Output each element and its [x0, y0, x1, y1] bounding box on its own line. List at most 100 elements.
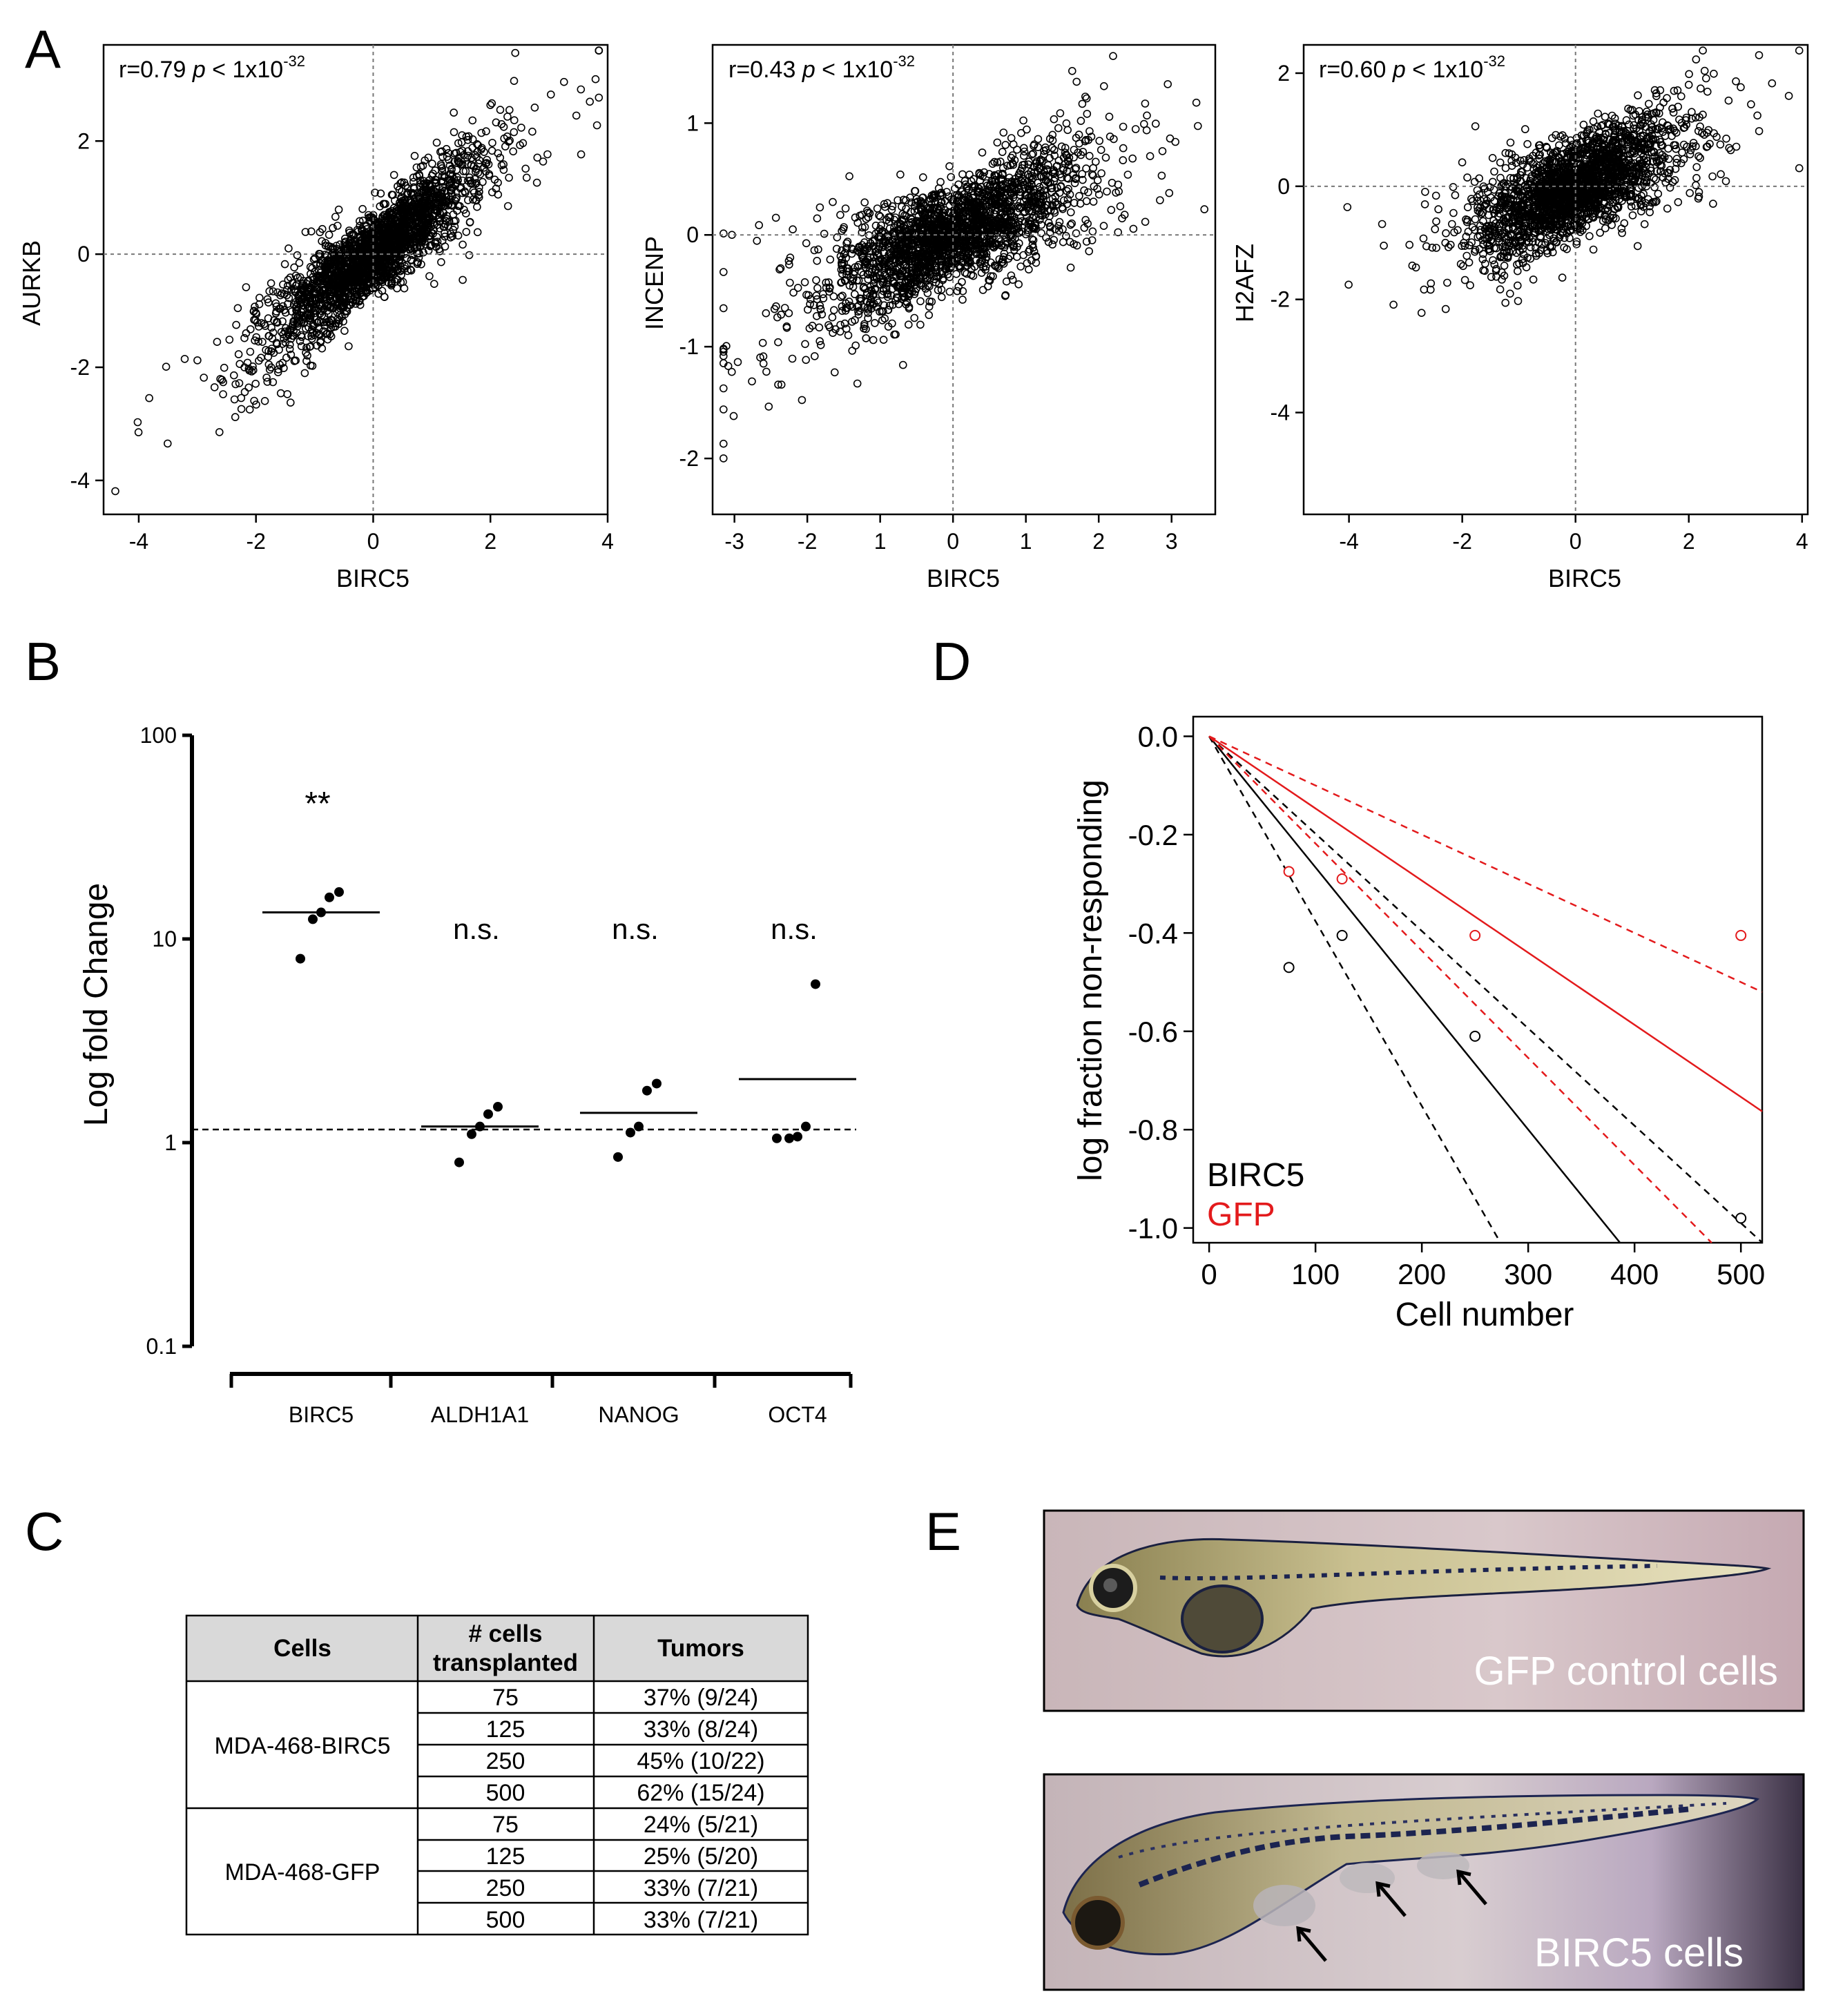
- data-point: [1039, 173, 1048, 181]
- data-point: [349, 281, 358, 290]
- data-point: [333, 222, 342, 230]
- data-point: [993, 138, 1002, 147]
- data-point: [315, 252, 324, 261]
- data-point: [300, 319, 308, 328]
- data-point: [458, 146, 467, 155]
- data-point: [431, 206, 439, 215]
- data-point: [420, 185, 428, 194]
- data-point: [1109, 52, 1117, 60]
- data-point: [1019, 116, 1027, 125]
- data-point: [830, 306, 838, 315]
- data-point: [720, 454, 728, 463]
- data-point: [220, 363, 229, 372]
- data-point: [350, 238, 359, 246]
- data-point: [269, 378, 278, 387]
- data-point: [417, 221, 426, 229]
- data-point: [802, 356, 810, 365]
- data-point: [479, 177, 487, 186]
- data-point: [397, 199, 405, 208]
- data-point: [1034, 135, 1043, 144]
- data-point: [1045, 154, 1054, 162]
- data-point: [315, 317, 323, 326]
- data-point: [245, 405, 254, 414]
- plot-frame: [1302, 43, 1809, 516]
- data-point: [503, 113, 512, 121]
- data-point: [264, 298, 273, 307]
- data-point: [468, 116, 477, 125]
- data-point: [230, 395, 239, 404]
- data-point: [480, 148, 488, 156]
- data-point: [938, 293, 946, 302]
- data-point: [438, 164, 447, 173]
- data-point: [586, 97, 595, 106]
- data-point: [1119, 144, 1128, 153]
- data-point: [384, 278, 393, 287]
- x-tick-label: 1: [874, 529, 887, 554]
- data-point: [340, 295, 349, 304]
- data-point: [364, 211, 373, 220]
- data-point: [464, 151, 472, 160]
- data-point: [1163, 80, 1172, 88]
- data-point: [467, 179, 475, 188]
- data-point: [1128, 154, 1137, 163]
- x-tick-label: -2: [246, 529, 265, 554]
- data-point: [278, 340, 287, 348]
- data-point: [958, 170, 967, 179]
- data-point: [337, 312, 346, 321]
- data-point: [999, 128, 1008, 137]
- data-point: [1002, 277, 1011, 286]
- data-point: [1054, 124, 1063, 133]
- data-point: [340, 262, 349, 271]
- data-point: [873, 204, 882, 213]
- data-point: [1692, 55, 1701, 64]
- data-point: [461, 167, 470, 175]
- data-point: [1129, 224, 1138, 233]
- data-point: [322, 251, 331, 260]
- data-point: [309, 322, 318, 331]
- data-point: [328, 284, 337, 293]
- data-point: [383, 211, 392, 220]
- data-point: [720, 304, 728, 313]
- data-point: [844, 331, 853, 340]
- data-point: [1107, 206, 1116, 214]
- data-point: [484, 160, 493, 168]
- data-point: [1755, 51, 1764, 59]
- data-point: [494, 178, 502, 187]
- data-point: [309, 281, 318, 290]
- data-point: [421, 156, 429, 165]
- data-point: [379, 200, 388, 209]
- data-point: [1097, 146, 1105, 154]
- data-point: [894, 294, 902, 302]
- data-point: [289, 320, 297, 329]
- data-point: [235, 360, 244, 369]
- data-point: [1141, 99, 1150, 108]
- data-point: [1007, 271, 1016, 280]
- data-point: [289, 331, 298, 340]
- data-point: [387, 230, 396, 239]
- data-point: [820, 229, 829, 238]
- data-point: [1645, 99, 1653, 108]
- panel-label-c: C: [25, 1501, 64, 1562]
- data-point: [1017, 128, 1025, 137]
- data-point: [539, 157, 548, 166]
- x-axis-label: BIRC5: [927, 564, 1000, 592]
- plot-frame: [711, 43, 1217, 516]
- data-point: [330, 289, 338, 298]
- data-point: [454, 139, 463, 148]
- data-point: [1082, 197, 1091, 206]
- data-point: [1420, 200, 1429, 209]
- data-point: [822, 278, 830, 287]
- data-point: [1171, 137, 1179, 146]
- data-point: [356, 300, 365, 309]
- data-point: [466, 176, 475, 185]
- data-point: [164, 439, 172, 448]
- data-point: [1097, 169, 1105, 177]
- data-point: [1066, 263, 1075, 272]
- data-point: [720, 268, 728, 276]
- data-point: [925, 311, 934, 320]
- data-point: [382, 223, 390, 232]
- data-point: [323, 255, 332, 264]
- data-point: [278, 302, 287, 311]
- data-point: [911, 186, 920, 195]
- data-point: [325, 231, 334, 239]
